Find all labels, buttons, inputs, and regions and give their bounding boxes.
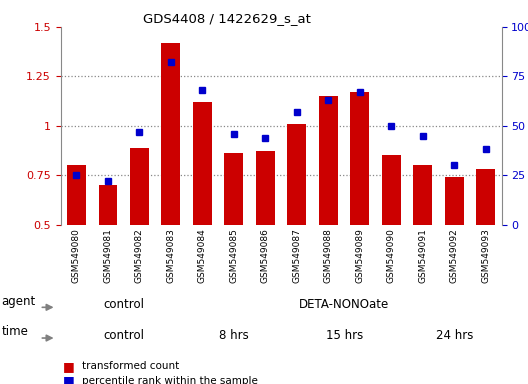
Text: 15 hrs: 15 hrs (326, 329, 363, 341)
Text: percentile rank within the sample: percentile rank within the sample (82, 376, 258, 384)
Text: transformed count: transformed count (82, 361, 179, 371)
Text: GSM549080: GSM549080 (72, 228, 81, 283)
Text: control: control (103, 329, 144, 341)
Text: DETA-NONOate: DETA-NONOate (299, 298, 389, 311)
Bar (162, 43, 181, 225)
Text: 24 hrs: 24 hrs (436, 329, 473, 341)
Text: GSM549088: GSM549088 (324, 228, 333, 283)
Text: GDS4408 / 1422629_s_at: GDS4408 / 1422629_s_at (143, 12, 311, 25)
Text: GSM549090: GSM549090 (387, 228, 396, 283)
Bar (287, 124, 306, 225)
Text: agent: agent (2, 295, 36, 308)
Bar (319, 96, 338, 225)
Text: time: time (2, 326, 29, 338)
Bar (130, 147, 149, 225)
Text: GSM549087: GSM549087 (293, 228, 301, 283)
Text: ■: ■ (63, 360, 75, 373)
Bar (193, 102, 212, 225)
Text: GSM549093: GSM549093 (482, 228, 491, 283)
Text: ■: ■ (63, 374, 75, 384)
Bar (476, 169, 495, 225)
Text: GSM549084: GSM549084 (198, 228, 207, 283)
Text: 8 hrs: 8 hrs (219, 329, 249, 341)
Text: GSM549082: GSM549082 (135, 228, 144, 283)
Bar (224, 154, 243, 225)
Bar (67, 166, 86, 225)
Text: GSM549085: GSM549085 (230, 228, 239, 283)
Text: GSM549091: GSM549091 (418, 228, 427, 283)
Bar (351, 92, 369, 225)
Bar (413, 166, 432, 225)
Text: GSM549081: GSM549081 (103, 228, 112, 283)
Bar (256, 151, 275, 225)
Bar (99, 185, 117, 225)
Bar (382, 156, 401, 225)
Text: GSM549083: GSM549083 (166, 228, 175, 283)
Text: GSM549086: GSM549086 (261, 228, 270, 283)
Bar (445, 177, 464, 225)
Text: GSM549092: GSM549092 (450, 228, 459, 283)
Text: control: control (103, 298, 144, 311)
Text: GSM549089: GSM549089 (355, 228, 364, 283)
